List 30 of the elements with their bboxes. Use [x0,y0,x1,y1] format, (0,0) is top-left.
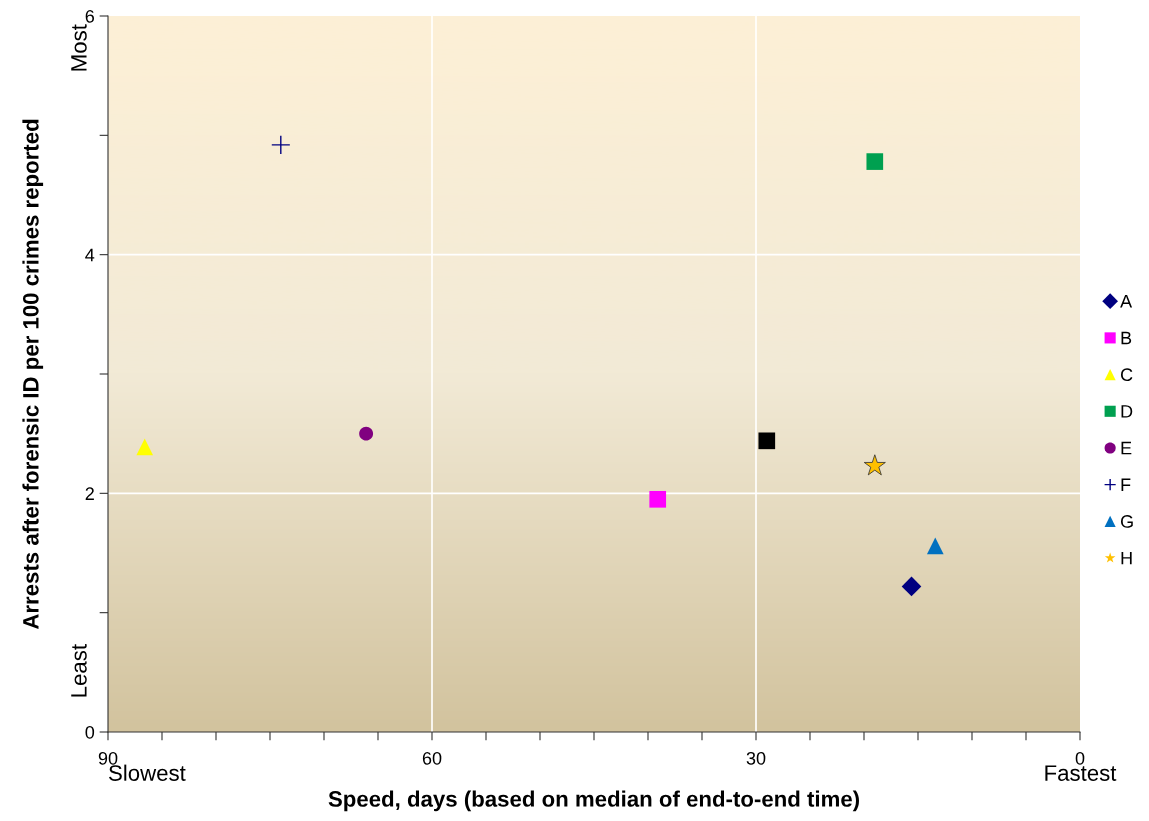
y-tick-label: 0 [85,725,95,739]
legend-label: H [1121,551,1132,565]
legend-label: B [1121,331,1132,345]
text: Fastest [1045,765,1117,781]
text: Slowest [109,764,186,781]
y-tick-label: 2 [85,487,94,500]
point [758,432,776,450]
legend-label: A [1120,295,1133,308]
point [866,153,884,170]
point [649,490,667,508]
legend-label: G [1120,515,1133,528]
text: Most [71,24,87,71]
legend-label: E [1121,441,1132,455]
y-axis-title: Arrests after forensic ID per 100 crimes reported [22,119,44,630]
legend-label: F [1121,478,1131,491]
x-tick-label: 90 [98,751,118,765]
legend-label: D [1121,405,1133,418]
point [901,576,922,597]
legend-label: C [1120,368,1133,382]
x-tick-label: 60 [422,751,442,765]
point [926,537,944,555]
point [359,426,374,441]
y-tick-label: 6 [85,9,95,23]
x-tick-label: 0 [1075,751,1085,765]
x-axis-title: Speed, days (based on median of end-to-end time) [328,790,859,812]
point [136,438,154,456]
x-tick-label: 30 [746,751,766,765]
y-tick-label: 4 [85,248,95,262]
point [271,135,291,155]
text: Least [71,644,87,697]
